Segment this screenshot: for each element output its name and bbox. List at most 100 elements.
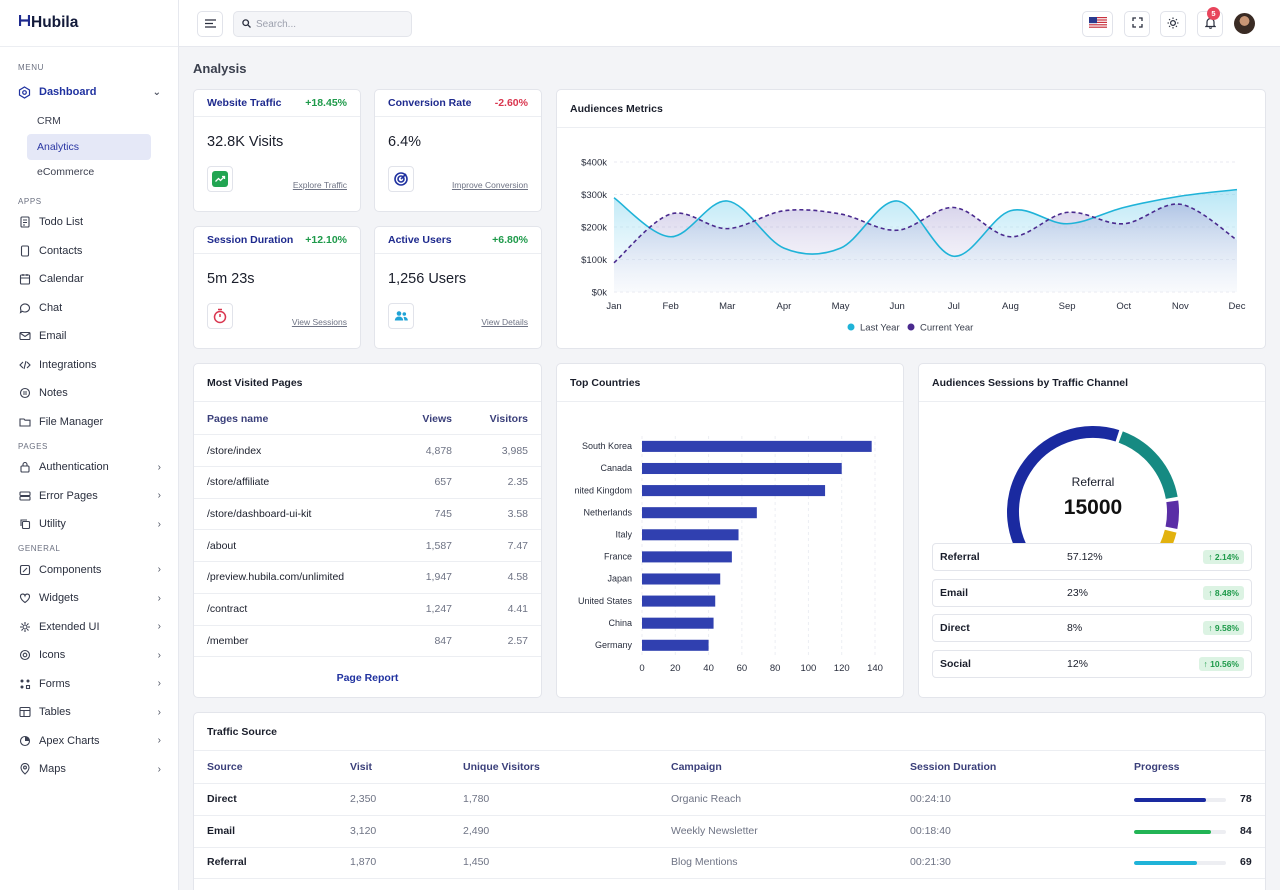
sidebar-subitem-ecommerce[interactable]: eCommerce	[37, 166, 95, 179]
sidebar-item-components[interactable]: Components ›	[0, 556, 178, 585]
y-tick-label: $100k	[581, 255, 607, 266]
page-report-link[interactable]: Page Report	[336, 672, 399, 684]
bar	[642, 440, 872, 452]
sidebar-item-apex-charts[interactable]: Apex Charts ›	[0, 727, 178, 756]
sidebar-item-notes[interactable]: Notes	[0, 379, 178, 408]
avatar[interactable]	[1234, 13, 1255, 34]
gauge-label: Referral	[1072, 475, 1115, 489]
table-row[interactable]: /store/dashboard-ui-kit 745 3.58	[194, 498, 541, 531]
cell-visit: 3,120	[350, 824, 377, 837]
x-tick-label: 60	[737, 663, 748, 674]
section-apps: APPS	[18, 196, 42, 206]
page-views: 657	[434, 476, 452, 489]
sidebar-item-file-manager[interactable]: File Manager	[0, 408, 178, 437]
x-tick-label: 40	[703, 663, 714, 674]
tables-icon	[18, 706, 31, 719]
sidebar-item-forms[interactable]: Forms ›	[0, 670, 178, 699]
card-title: Traffic Source	[194, 713, 1265, 751]
fullscreen-icon	[1131, 17, 1143, 31]
sidebar-item-todo-list[interactable]: Todo List	[0, 208, 178, 237]
sidebar-item-integrations[interactable]: Integrations	[0, 351, 178, 380]
cell-campaign: Organic Reach	[671, 793, 742, 805]
table-row[interactable]: /member 847 2.57	[194, 625, 541, 658]
table-row[interactable]: /about 1,587 7.47	[194, 530, 541, 563]
icons-icon	[18, 649, 31, 662]
channel-delta-badge: ↑ 10.56%	[1198, 657, 1244, 672]
table-row[interactable]: /preview.hubila.com/unlimited 1,947 4.58	[194, 562, 541, 594]
table-row[interactable]: Referral 1,870 1,450 Blog Mentions 00:21:30 6…	[194, 847, 1265, 880]
sidebar-item-email[interactable]: Email	[0, 322, 178, 351]
forms-icon	[18, 677, 31, 690]
table-row[interactable]: Direct 2,350 1,780 Organic Reach 00:24:10 78	[194, 784, 1265, 816]
language-button[interactable]	[1082, 11, 1113, 37]
kpi-title: Conversion Rate	[388, 97, 472, 109]
sidebar-item-utility[interactable]: Utility ›	[0, 510, 178, 539]
trend-up-icon	[207, 166, 233, 192]
sidebar-item-icons[interactable]: Icons ›	[0, 641, 178, 670]
sidebar-item-authentication[interactable]: Authentication ›	[0, 453, 178, 482]
sidebar-item-dashboard[interactable]: Dashboard ⌄	[0, 78, 178, 107]
folder-icon	[18, 415, 31, 428]
page-views: 1,587	[425, 539, 452, 552]
card-title: Audiences Sessions by Traffic Channel	[919, 364, 1265, 402]
sidebar-item-label: Icons	[39, 649, 66, 662]
arrow-up-icon: ↑	[1208, 587, 1215, 598]
sidebar-item-error-pages[interactable]: Error Pages ›	[0, 482, 178, 511]
progress-fill	[1134, 798, 1206, 802]
kpi-card-session-duration: Session Duration +12.10% 5m 23s View Sessio…	[193, 226, 361, 349]
sidebar-item-tables[interactable]: Tables ›	[0, 698, 178, 727]
x-tick-label: 80	[770, 663, 781, 674]
chevron-right-icon: ›	[157, 649, 161, 661]
kpi-header: Session Duration +12.10%	[194, 227, 360, 254]
app-logo[interactable]: Hubila	[0, 0, 178, 47]
sidebar-item-widgets[interactable]: Widgets ›	[0, 584, 178, 613]
chevron-down-icon: ⌄	[152, 86, 161, 98]
channel-delta: 9.58%	[1214, 623, 1239, 634]
kpi-link[interactable]: Explore Traffic	[292, 180, 347, 190]
progress-fill	[1134, 861, 1198, 866]
channel-percent: 23%	[1067, 586, 1089, 599]
widgets-icon	[18, 592, 31, 605]
kpi-link[interactable]: Improve Conversion	[451, 180, 528, 190]
x-tick-label: Jul	[948, 301, 960, 312]
email-icon	[18, 330, 31, 343]
calendar-icon	[18, 273, 31, 286]
channel-delta-badge: ↑ 8.48%	[1203, 585, 1244, 600]
kpi-link[interactable]: View Sessions	[291, 317, 347, 327]
sidebar-item-contacts[interactable]: Contacts	[0, 237, 178, 266]
cell-duration: 00:24:10	[910, 793, 951, 805]
column-header: Source	[207, 761, 243, 773]
channel-percent: 8%	[1067, 622, 1083, 635]
table-row[interactable]: /store/index 4,878 3,985	[194, 435, 541, 467]
notifications-button[interactable]: 5	[1197, 7, 1223, 37]
kpi-link[interactable]: View Details	[481, 317, 528, 327]
app-name: Hubila	[31, 14, 79, 31]
sidebar-item-calendar[interactable]: Calendar	[0, 265, 178, 294]
menu-toggle-button[interactable]	[197, 11, 223, 37]
table-row[interactable]: /store/affiliate 657 2.35	[194, 467, 541, 499]
sidebar-item-label: Chat	[39, 301, 63, 314]
sidebar-item-label: Extended UI	[39, 620, 100, 633]
sidebar-item-maps[interactable]: Maps ›	[0, 755, 178, 784]
y-tick-label: $200k	[581, 223, 607, 234]
search-input[interactable]	[256, 18, 406, 30]
x-tick-label: Aug	[1002, 301, 1019, 312]
x-tick-label: Mar	[719, 301, 735, 312]
table-row[interactable]: /contract 1,247 4.41	[194, 594, 541, 626]
sidebar-subitem-crm[interactable]: CRM	[37, 115, 61, 128]
theme-toggle-button[interactable]	[1160, 11, 1186, 37]
category-label: nited Kingdom	[574, 485, 632, 495]
sidebar-subitem-analytics[interactable]: Analytics	[27, 134, 151, 160]
cell-duration: 00:21:30	[910, 856, 951, 869]
sidebar-item-chat[interactable]: Chat	[0, 294, 178, 323]
page-visitors: 7.47	[507, 539, 528, 552]
series-line	[613, 188, 1238, 258]
page-name: /about	[207, 539, 237, 552]
kpi-title: Active Users	[388, 234, 452, 246]
fullscreen-button[interactable]	[1124, 11, 1150, 37]
table-row[interactable]: Email 3,120 2,490 Weekly Newsletter 00:18:40…	[194, 816, 1265, 848]
bar	[642, 595, 716, 607]
sidebar-item-extended-ui[interactable]: Extended UI ›	[0, 613, 178, 642]
column-header: Views	[422, 412, 452, 425]
search-box[interactable]	[233, 11, 412, 37]
